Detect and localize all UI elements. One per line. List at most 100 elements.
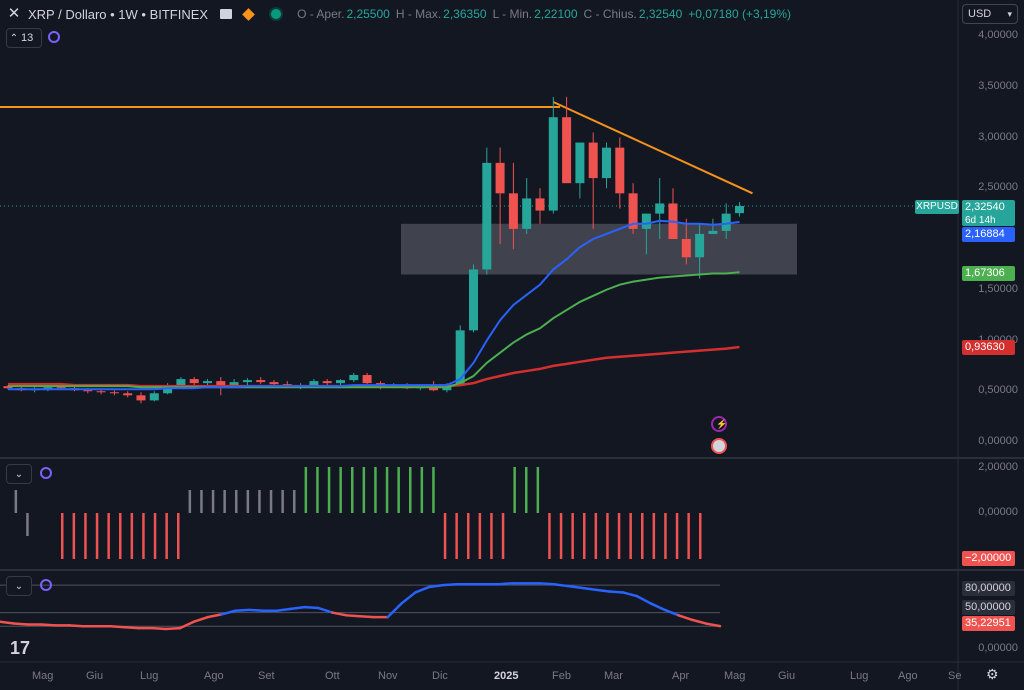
rsi-segment [691,618,708,625]
diamond-icon[interactable] [242,7,255,21]
oscillator-bar [699,513,702,559]
candle-body [469,269,478,331]
time-axis-label: Apr [672,670,690,682]
candle-body [695,233,705,258]
rsi-segment [289,605,306,611]
price-axis-label: 0,00000 [978,435,1018,447]
time-axis-label: Mag [724,670,746,682]
rsi-segment [649,602,666,612]
rsi-segment [497,582,514,586]
last-price-tag: 2,32540 6d 14h [962,200,1015,226]
candle-body [429,386,439,391]
rsi-segment [151,626,168,631]
candle-body [176,379,186,386]
candle-body [362,375,372,384]
candle-body [615,147,625,194]
candle-body [189,379,199,384]
time-axis-label: 2025 [494,670,519,682]
indicator-count: 13 [21,32,34,44]
oscillator-bar [675,513,679,559]
rsi-segment [192,615,209,623]
symbol-tag: XRPUSD [915,200,959,214]
chevron-up-icon: ⌃ [9,32,19,44]
ema-red-tag: 0,93630 [962,340,1015,355]
candle-body [535,198,545,211]
oscillator-bar [525,467,528,513]
tradingview-logo-icon[interactable]: 17 [10,638,31,658]
candle-body [56,387,66,389]
open-value: 2,25500 [346,7,390,21]
close-label: C - Chius. [583,7,637,21]
oscillator-bar [95,513,99,559]
descending-trendline [552,101,753,195]
symbol-title[interactable]: XRP / Dollaro • 1W • BITFINEX [28,6,209,22]
currency-value: USD [968,8,992,20]
time-axis-label: Lug [140,670,159,682]
chevron-down-icon: ⌄ [14,580,24,592]
low-value: 2,22100 [534,7,578,21]
oscillator-bar [478,513,482,559]
rsi-pane-toggle[interactable]: ⌄ [6,576,32,596]
flag-icon[interactable] [220,9,233,19]
market-status-icon [269,7,284,21]
candle-body [588,142,598,179]
rsi-segment [358,614,376,619]
rsi-segment [663,608,680,617]
rsi-segment [164,626,182,631]
oscillator-bar [211,490,215,513]
oscillator-bar [687,513,690,559]
candle-body [681,239,691,258]
oscillator-bar [664,513,667,559]
indicators-toggle[interactable]: ⌃ 13 [6,28,42,48]
price-axis-label: 0,50000 [978,384,1018,397]
rsi-axis-label: 0,00000 [978,642,1018,654]
candlestick-series [3,96,744,404]
rsi-indicator-icon[interactable] [40,579,52,591]
rsi-segment [220,609,237,616]
oscillator-bar [397,467,400,513]
chevron-down-icon: ▾ [1007,8,1012,19]
price-axis-label: 3,50000 [978,79,1018,92]
rsi-segment [400,591,417,605]
currency-select[interactable]: USD ▾ [962,4,1018,24]
candle-body [349,375,359,381]
oscillator-bar [61,513,64,559]
osc-axis-label: 0,00000 [978,506,1018,518]
time-axis-label: Feb [552,670,571,682]
oscillator-bar [467,513,470,559]
rsi-segment [317,606,334,614]
time-axis-label: Nov [378,670,398,682]
refresh-icon[interactable] [48,31,60,43]
rsi-segment [566,584,583,590]
rsi-segment [621,591,639,598]
candle-body [336,380,345,384]
candle-body [229,382,239,386]
close-icon[interactable]: ✕ [7,5,21,22]
oscillator-bar [362,467,366,513]
oscillator-bar [617,513,621,559]
oscillator-bar [536,467,540,513]
osc-pane-toggle[interactable]: ⌄ [6,464,32,484]
oscillator-bar [652,513,656,559]
time-axis-label: Ago [898,670,918,682]
oscillator-bar [165,513,168,559]
settings-gear-icon[interactable]: ⚙ [986,666,999,682]
candle-body [3,386,13,389]
candle-body [708,230,718,234]
osc-indicator-icon[interactable] [40,467,52,479]
oscillator-bar [443,513,447,559]
oscillator-bar [316,467,319,513]
oscillator-bar [432,467,435,513]
lightning-icon[interactable]: ⚡ [711,416,727,432]
rsi-segment [635,594,653,605]
time-axis-label: Dic [432,670,448,682]
candle-body [83,390,93,392]
oscillator-bar [119,513,122,559]
us-flag-event-icon[interactable] [711,438,727,454]
oscillator-bar [606,513,609,559]
time-axis-label: Set [258,670,275,682]
rsi-mid-tag: 50,00000 [962,600,1015,615]
rsi-segment [386,602,403,619]
rsi-segment [109,625,126,629]
